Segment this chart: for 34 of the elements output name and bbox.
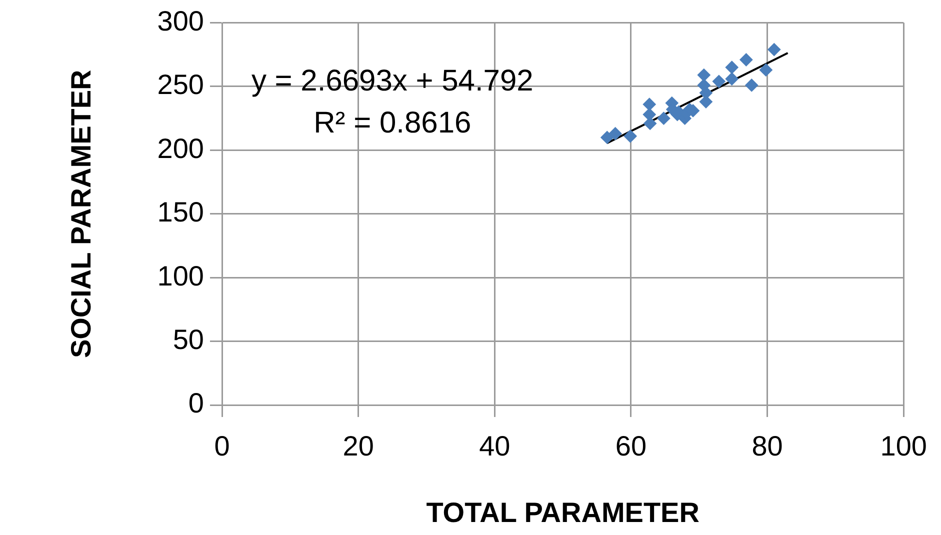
point — [699, 95, 712, 108]
x-tick-label: 40 — [479, 430, 510, 462]
y-tick-label: 150 — [157, 196, 204, 228]
point — [725, 60, 738, 74]
y-axis-title: SOCIAL PARAMETER — [66, 70, 97, 358]
annotation: y = 2.6693x + 54.792 — [251, 64, 534, 98]
point — [740, 53, 753, 66]
x-tick-label: 100 — [880, 430, 927, 462]
x-tick-label: 20 — [342, 430, 374, 462]
y-tick-label: 0 — [188, 388, 204, 419]
point — [712, 74, 726, 88]
point — [759, 63, 772, 76]
point — [768, 43, 781, 56]
x-tick-label: 0 — [214, 430, 230, 462]
y-tick-label: 100 — [157, 260, 204, 292]
annotation: R² = 0.8616 — [314, 106, 472, 140]
x-axis-title: TOTAL PARAMETER — [426, 496, 700, 528]
point — [697, 68, 710, 82]
point — [608, 127, 622, 140]
point — [699, 86, 712, 100]
point — [600, 130, 614, 144]
y-tick-label: 50 — [172, 324, 204, 356]
point — [642, 108, 656, 122]
point — [745, 78, 758, 92]
point — [657, 112, 670, 125]
y-tick-label: 300 — [157, 6, 204, 37]
x-tick-label: 80 — [752, 430, 783, 462]
x-tick-label: 60 — [615, 430, 647, 462]
point — [644, 116, 657, 130]
y-tick-label: 250 — [157, 69, 204, 100]
y-tick-label: 200 — [157, 132, 204, 164]
point — [642, 98, 656, 111]
point — [624, 130, 637, 143]
point — [725, 72, 738, 86]
